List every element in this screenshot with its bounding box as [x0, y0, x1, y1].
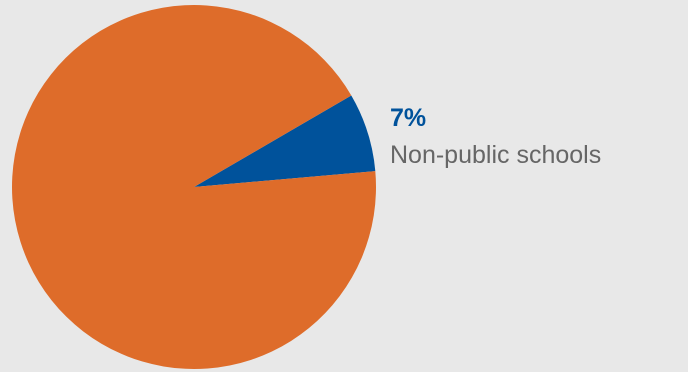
slice-labels: 7% Non-public schools: [390, 104, 601, 169]
pie-slice-0: [194, 95, 376, 187]
slice-name-label: Non-public schools: [390, 141, 601, 169]
pie-slice-1: [12, 5, 377, 369]
pie-slices: [12, 5, 377, 369]
slice-value-label: 7%: [390, 104, 426, 132]
